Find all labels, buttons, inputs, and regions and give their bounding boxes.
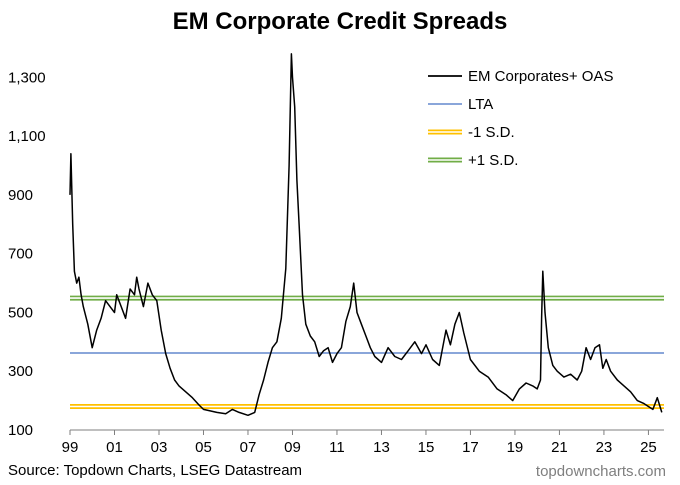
- y-tick-label: 1,300: [8, 69, 46, 86]
- legend-label: EM Corporates+ OAS: [468, 68, 613, 85]
- x-tick-label: 03: [151, 439, 168, 456]
- y-tick-label: 300: [8, 363, 33, 380]
- y-tick-labels: 100 300 500 700 900 1,100 1,300: [8, 69, 46, 439]
- x-tick-label: 99: [62, 439, 79, 456]
- legend: EM Corporates+ OAS LTA -1 S.D. +1 S.D.: [428, 68, 613, 169]
- legend-label: -1 S.D.: [468, 124, 515, 141]
- brand-label: topdowncharts.com: [535, 463, 666, 480]
- x-tick-labels: 99 01 03 05 07 09 11 13 15 17 19 21 23 25: [62, 430, 657, 456]
- reference-bands: [70, 295, 664, 409]
- x-tick-label: 23: [596, 439, 613, 456]
- x-tick-label: 11: [329, 439, 345, 456]
- y-tick-label: 500: [8, 304, 33, 321]
- x-tick-label: 21: [551, 439, 568, 456]
- y-tick-label: 1,100: [8, 128, 46, 145]
- x-tick-label: 05: [195, 439, 212, 456]
- x-tick-label: 01: [106, 439, 123, 456]
- x-tick-label: 15: [418, 439, 435, 456]
- source-note: Source: Topdown Charts, LSEG Datastream: [8, 462, 303, 479]
- x-tick-label: 19: [507, 439, 524, 456]
- x-tick-label: 07: [240, 439, 257, 456]
- series-line-em-corporates-oas: [69, 53, 663, 417]
- x-tick-label: 17: [462, 439, 479, 456]
- x-tick-label: 09: [284, 439, 301, 456]
- x-tick-label: 25: [640, 439, 657, 456]
- x-tick-label: 13: [373, 439, 390, 456]
- chart-title: EM Corporate Credit Spreads: [172, 8, 508, 35]
- legend-label: +1 S.D.: [468, 152, 518, 169]
- series-lines: [69, 53, 663, 417]
- y-tick-label: 900: [8, 187, 33, 204]
- y-tick-label: 700: [8, 246, 33, 263]
- legend-label: LTA: [468, 96, 493, 113]
- y-tick-label: 100: [8, 422, 33, 439]
